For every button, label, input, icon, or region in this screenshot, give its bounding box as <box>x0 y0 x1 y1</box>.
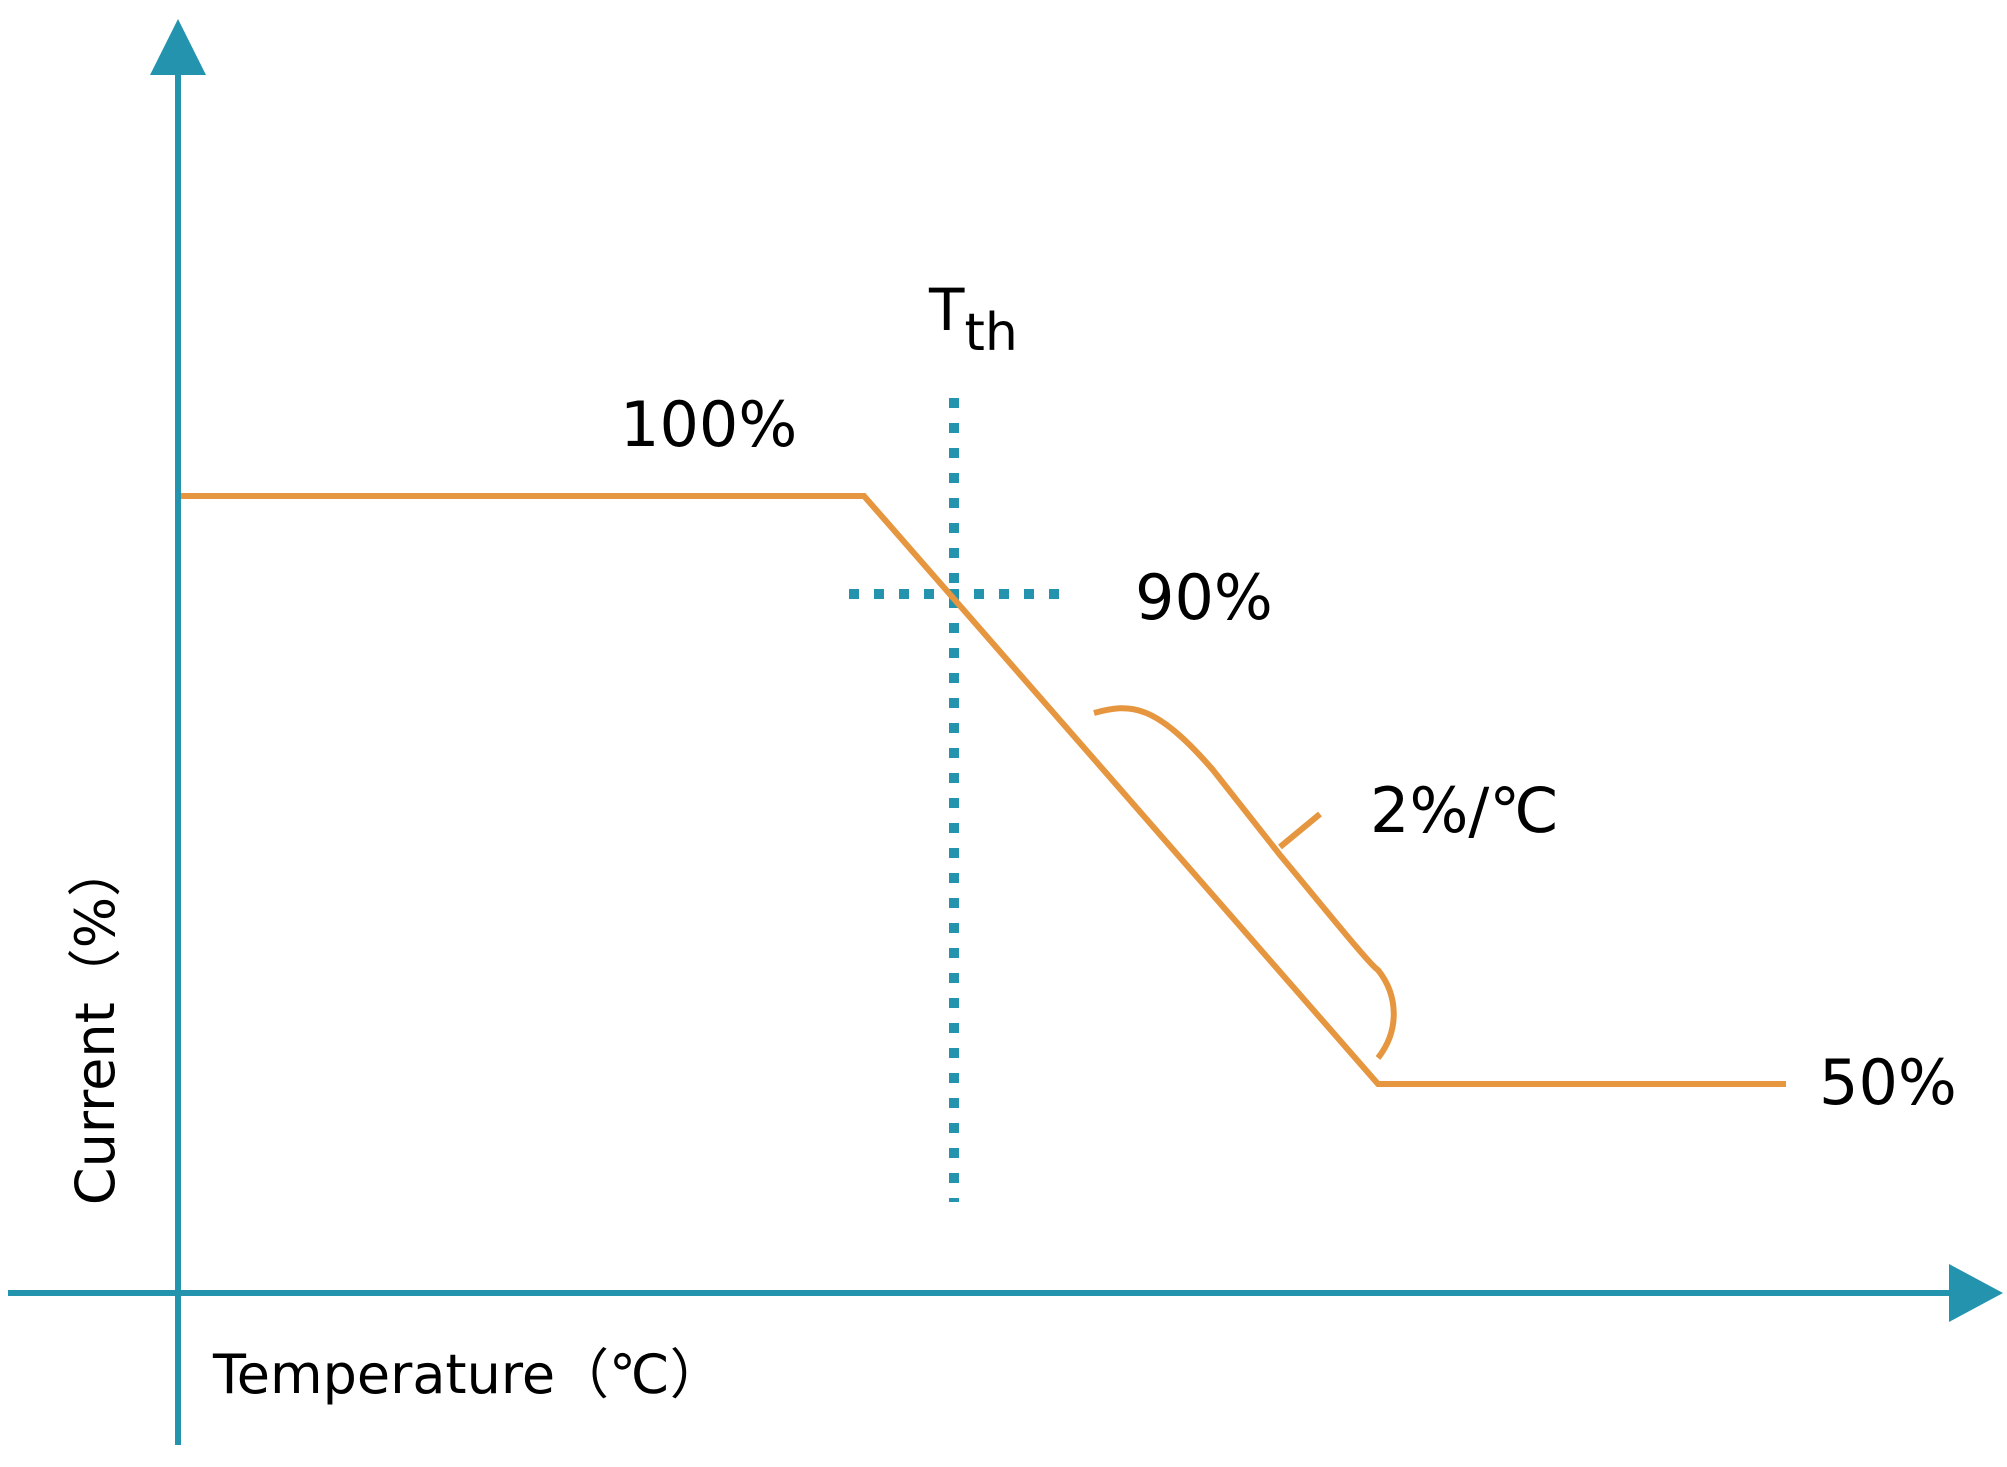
y-axis-arrow-icon <box>150 19 206 75</box>
label-100: 100% <box>620 388 797 461</box>
x-axis-arrow-icon <box>1949 1264 2003 1322</box>
label-90: 90% <box>1135 561 1273 634</box>
label-slope: 2%/℃ <box>1370 774 1559 847</box>
slope-bracket-tick <box>1278 811 1322 850</box>
slope-bracket <box>1093 705 1397 1060</box>
y-axis-label: Current（%） <box>64 843 127 1205</box>
label-50: 50% <box>1819 1046 1957 1119</box>
x-axis-label: Temperature（℃） <box>212 1343 724 1406</box>
threshold-label: Tth <box>928 276 1018 363</box>
series-line <box>181 493 1786 1087</box>
